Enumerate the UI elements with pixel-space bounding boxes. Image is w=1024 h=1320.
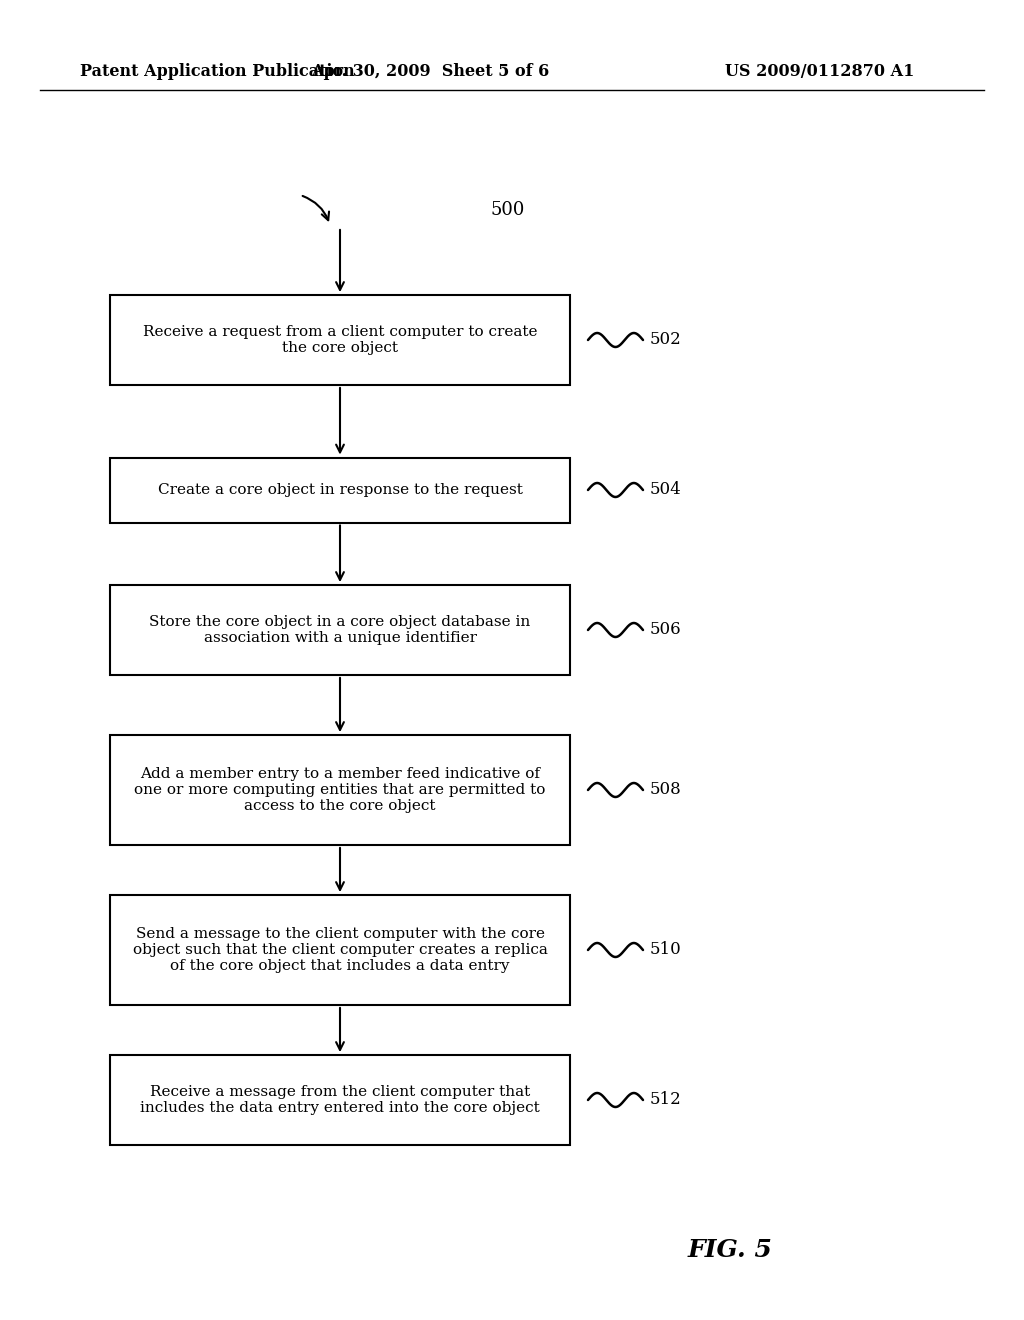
FancyBboxPatch shape (110, 294, 570, 385)
Text: Patent Application Publication: Patent Application Publication (80, 63, 354, 81)
Text: Apr. 30, 2009  Sheet 5 of 6: Apr. 30, 2009 Sheet 5 of 6 (311, 63, 549, 81)
Text: 506: 506 (650, 622, 682, 639)
Text: Receive a request from a client computer to create
the core object: Receive a request from a client computer… (142, 325, 538, 355)
Text: Create a core object in response to the request: Create a core object in response to the … (158, 483, 522, 498)
FancyBboxPatch shape (110, 735, 570, 845)
Text: 510: 510 (650, 941, 682, 958)
Text: 500: 500 (490, 201, 524, 219)
Text: FIG. 5: FIG. 5 (687, 1238, 772, 1262)
Text: Store the core object in a core object database in
association with a unique ide: Store the core object in a core object d… (150, 615, 530, 645)
Text: Receive a message from the client computer that
includes the data entry entered : Receive a message from the client comput… (140, 1085, 540, 1115)
Text: Add a member entry to a member feed indicative of
one or more computing entities: Add a member entry to a member feed indi… (134, 767, 546, 813)
FancyBboxPatch shape (110, 458, 570, 523)
Text: 512: 512 (650, 1092, 682, 1109)
FancyBboxPatch shape (110, 585, 570, 675)
FancyBboxPatch shape (110, 895, 570, 1005)
Text: US 2009/0112870 A1: US 2009/0112870 A1 (725, 63, 914, 81)
Text: 502: 502 (650, 331, 682, 348)
Text: 504: 504 (650, 482, 682, 499)
Text: Send a message to the client computer with the core
object such that the client : Send a message to the client computer wi… (132, 927, 548, 973)
FancyBboxPatch shape (110, 1055, 570, 1144)
Text: 508: 508 (650, 781, 682, 799)
